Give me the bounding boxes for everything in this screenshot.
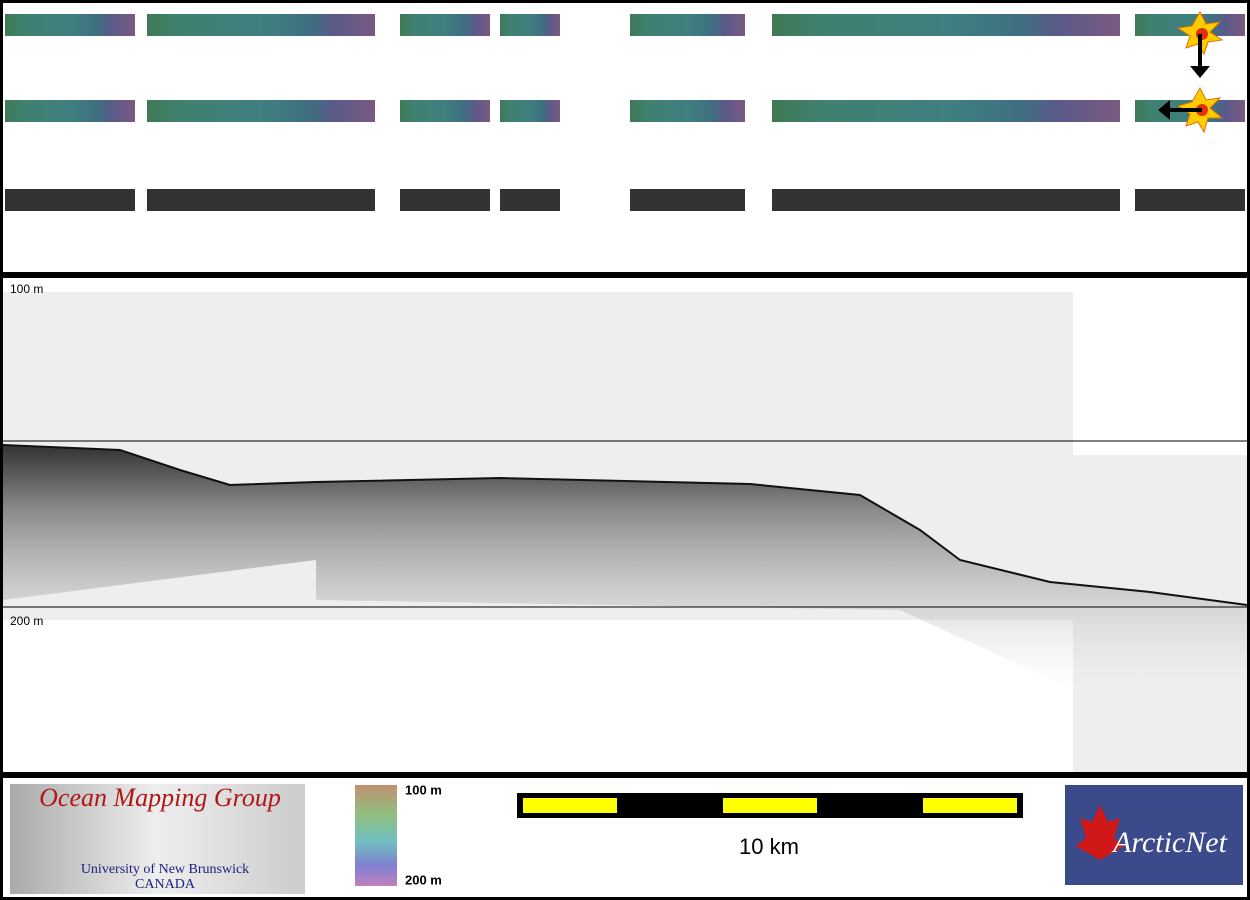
depth-label: 200 m (10, 614, 43, 628)
scale-label: 10 km (739, 834, 799, 859)
omg-logo (10, 784, 305, 894)
logo-text: University of New Brunswick (81, 862, 249, 877)
seafloor-line (2, 444, 1248, 606)
ship-markers (1158, 10, 1224, 134)
swath-panel (3, 3, 1247, 272)
scale-segment (723, 798, 817, 813)
logo-text: ArcticNet (1111, 826, 1228, 859)
scale-segment (923, 798, 1017, 813)
colorbar (355, 785, 397, 886)
seafloor-echo (3, 445, 1247, 700)
logo-title: Ocean Mapping Group (39, 783, 281, 812)
logo-text: CANADA (135, 877, 196, 892)
depth-label: 100 m (10, 282, 43, 296)
colorbar-label: 200 m (405, 872, 442, 887)
scale-segment (523, 798, 617, 813)
maple-leaf (1076, 805, 1124, 860)
colorbar-label: 100 m (405, 782, 442, 797)
